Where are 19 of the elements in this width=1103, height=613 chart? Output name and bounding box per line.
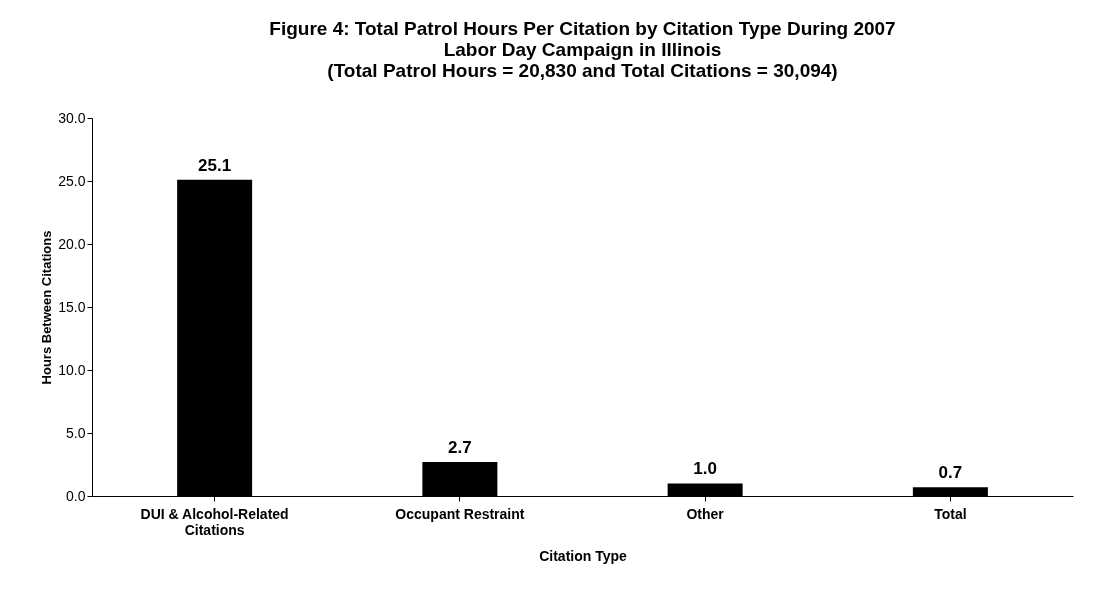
y-tick-label: 20.0 — [58, 235, 86, 252]
y-tick-label: 5.0 — [66, 424, 86, 441]
chart-subtitle: (Total Patrol Hours = 20,830 and Total Citations = 30,094) — [327, 60, 838, 81]
data-label: 0.7 — [938, 463, 963, 483]
x-tick-label: Other — [686, 505, 725, 522]
y-tick-label: 10.0 — [58, 361, 86, 378]
data-label: 2.7 — [448, 437, 472, 457]
x-tick-label: Occupant Restraint — [395, 505, 525, 522]
x-tick-label: Total — [934, 505, 967, 522]
y-tick-label: 0.0 — [66, 487, 86, 504]
data-label: 25.1 — [198, 155, 232, 175]
y-tick-label: 25.0 — [58, 172, 86, 189]
chart-title: Figure 4: Total Patrol Hours Per Citation by Citation Type During 2007 Labor Day Campaign in Illinois — [269, 18, 896, 60]
x-tick-label: DUI & Alcohol-Related Citations — [140, 505, 289, 538]
x-axis-title: Citation Type — [539, 547, 628, 564]
y-axis-title: Hours Between Citations — [39, 230, 55, 385]
data-label: 1.0 — [693, 459, 717, 479]
y-tick-label: 30.0 — [58, 109, 86, 126]
y-tick-label: 15.0 — [58, 298, 86, 315]
